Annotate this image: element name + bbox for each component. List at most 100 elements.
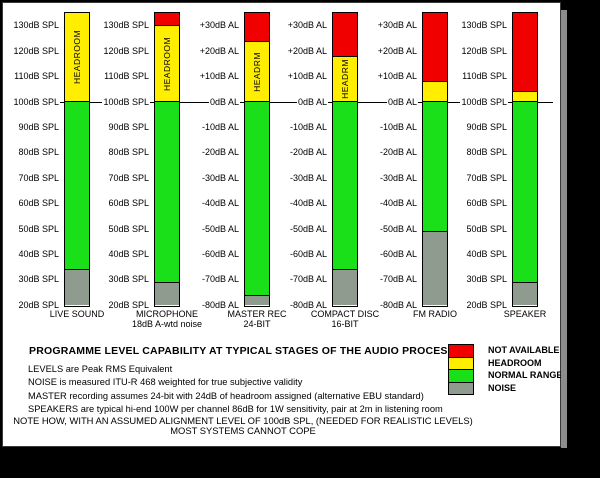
tick-label: 70dB SPL bbox=[446, 172, 508, 184]
tick-label-text: 50dB SPL bbox=[465, 223, 508, 234]
tick-label: 80dB SPL bbox=[88, 147, 150, 158]
tick-label-text: 100dB SPL bbox=[102, 96, 150, 107]
tick-label-text: 0dB AL bbox=[208, 96, 240, 107]
tick-label-text: 90dB SPL bbox=[107, 121, 150, 132]
tick-label-text: -10dB AL bbox=[378, 121, 418, 132]
tick-label-text: -60dB AL bbox=[288, 248, 328, 259]
tick-label-text: 130dB SPL bbox=[102, 20, 150, 31]
tick-label: 60dB SPL bbox=[0, 198, 60, 209]
tick-label: 30dB SPL bbox=[88, 274, 150, 285]
tick-label: +30dB AL bbox=[178, 20, 240, 31]
tick-label: 60dB SPL bbox=[88, 198, 150, 209]
tick-label: 50dB SPL bbox=[88, 223, 150, 235]
tick-label-text: +10dB AL bbox=[198, 71, 240, 82]
tick-label-text: -50dB AL bbox=[288, 223, 328, 234]
note-line-master: MASTER recording assumes 24-bit with 24d… bbox=[28, 390, 424, 401]
tick-label: 70dB SPL bbox=[0, 172, 60, 184]
level-bar-live-sound: HEADROOM bbox=[64, 11, 90, 307]
tick-label: 90dB SPL bbox=[446, 121, 508, 133]
segment-not_available bbox=[513, 12, 537, 92]
tick-label: 120dB SPL bbox=[88, 45, 150, 57]
tick-label: -60dB AL bbox=[356, 248, 418, 260]
legend-label-noise: NOISE bbox=[488, 382, 517, 393]
column-caption-speaker: SPEAKER bbox=[503, 309, 547, 319]
tick-label-text: 30dB SPL bbox=[465, 274, 508, 285]
tick-label: +20dB AL bbox=[356, 45, 418, 57]
tick-label: 50dB SPL bbox=[446, 223, 508, 235]
tick-label-text: 80dB SPL bbox=[17, 147, 60, 158]
level-bar-fm-radio bbox=[422, 11, 448, 307]
tick-label: 0dB AL bbox=[178, 96, 240, 108]
tick-label: -20dB AL bbox=[356, 147, 418, 158]
column-caption-compact-disc: COMPACT DISC bbox=[310, 309, 380, 319]
column-caption-compact-disc: 16-BIT bbox=[331, 319, 359, 329]
tick-label-text: 80dB SPL bbox=[465, 147, 508, 158]
tick-label: -50dB AL bbox=[266, 223, 328, 235]
tick-label: 50dB SPL bbox=[0, 223, 60, 235]
segment-noise bbox=[245, 294, 269, 305]
tick-label-text: 100dB SPL bbox=[12, 96, 60, 107]
tick-label-text: +20dB AL bbox=[198, 45, 240, 56]
tick-label-text: -20dB AL bbox=[288, 147, 328, 158]
legend-label-not_available: NOT AVAILABLE bbox=[488, 345, 560, 355]
level-bar-master-rec: HEADRM bbox=[244, 11, 270, 307]
column-caption-master-rec: 24-BIT bbox=[243, 319, 271, 329]
tick-label: 40dB SPL bbox=[0, 248, 60, 260]
tick-label: 60dB SPL bbox=[446, 198, 508, 209]
segment-not_available bbox=[333, 12, 357, 56]
tick-label-text: -30dB AL bbox=[378, 172, 418, 183]
column-caption-microphone: 18dB A-wtd noise bbox=[131, 319, 203, 329]
tick-label-text: 20dB SPL bbox=[465, 299, 508, 310]
tick-label: -60dB AL bbox=[178, 248, 240, 260]
tick-label: -20dB AL bbox=[266, 147, 328, 158]
tick-label: -60dB AL bbox=[266, 248, 328, 260]
tick-label: +10dB AL bbox=[266, 71, 328, 82]
segment-not_available bbox=[245, 12, 269, 41]
tick-label: 90dB SPL bbox=[88, 121, 150, 133]
tick-label: -80dB AL bbox=[266, 299, 328, 311]
tick-label: -80dB AL bbox=[178, 299, 240, 311]
tick-label-text: -80dB AL bbox=[378, 299, 418, 310]
tick-label: -10dB AL bbox=[266, 121, 328, 133]
legend-swatch-not_available bbox=[448, 344, 474, 358]
tick-label-text: +30dB AL bbox=[198, 20, 240, 31]
tick-label-text: 0dB AL bbox=[386, 96, 418, 107]
segment-noise bbox=[65, 269, 89, 305]
tick-label: 20dB SPL bbox=[0, 299, 60, 311]
segment-headroom: HEADROOM bbox=[155, 25, 179, 102]
tick-label: 130dB SPL bbox=[446, 20, 508, 31]
tick-label-text: -30dB AL bbox=[200, 172, 240, 183]
segment-headroom: HEADRM bbox=[333, 55, 357, 102]
tick-label-text: -50dB AL bbox=[378, 223, 418, 234]
tick-label: 110dB SPL bbox=[446, 71, 508, 82]
tick-label-text: -70dB AL bbox=[200, 274, 240, 285]
tick-label: -10dB AL bbox=[178, 121, 240, 133]
tick-label-text: 90dB SPL bbox=[17, 121, 60, 132]
tick-label: 0dB AL bbox=[266, 96, 328, 108]
segment-noise bbox=[513, 281, 537, 305]
tick-label: -40dB AL bbox=[178, 198, 240, 209]
tick-label-text: 50dB SPL bbox=[17, 223, 60, 234]
segment-vertical-label: HEADRM bbox=[252, 51, 262, 92]
tick-label-text: -40dB AL bbox=[288, 198, 328, 209]
bottom-note-line-1: NOTE HOW, WITH AN ASSUMED ALIGNMENT LEVE… bbox=[13, 415, 473, 426]
level-chart: 130dB SPL 120dB SPL 110dB SPL 100dB SPL 90dB… bbox=[3, 3, 560, 446]
column-caption-fm-radio: FM RADIO bbox=[413, 309, 457, 319]
tick-label: 40dB SPL bbox=[446, 248, 508, 260]
tick-label: -80dB AL bbox=[356, 299, 418, 311]
segment-normal_range bbox=[245, 101, 269, 295]
tick-label-text: 100dB SPL bbox=[460, 96, 508, 107]
tick-label: 20dB SPL bbox=[446, 299, 508, 311]
tick-label: +20dB AL bbox=[266, 45, 328, 57]
tick-label: 40dB SPL bbox=[88, 248, 150, 260]
tick-label-text: +10dB AL bbox=[286, 71, 328, 82]
tick-label: 130dB SPL bbox=[0, 20, 60, 31]
tick-label: 110dB SPL bbox=[0, 71, 60, 82]
segment-not_available bbox=[155, 12, 179, 26]
tick-label-text: 120dB SPL bbox=[12, 45, 60, 56]
tick-label: -30dB AL bbox=[178, 172, 240, 184]
tick-label: -70dB AL bbox=[266, 274, 328, 285]
segment-headroom: HEADRM bbox=[245, 40, 269, 102]
segment-noise bbox=[333, 269, 357, 305]
